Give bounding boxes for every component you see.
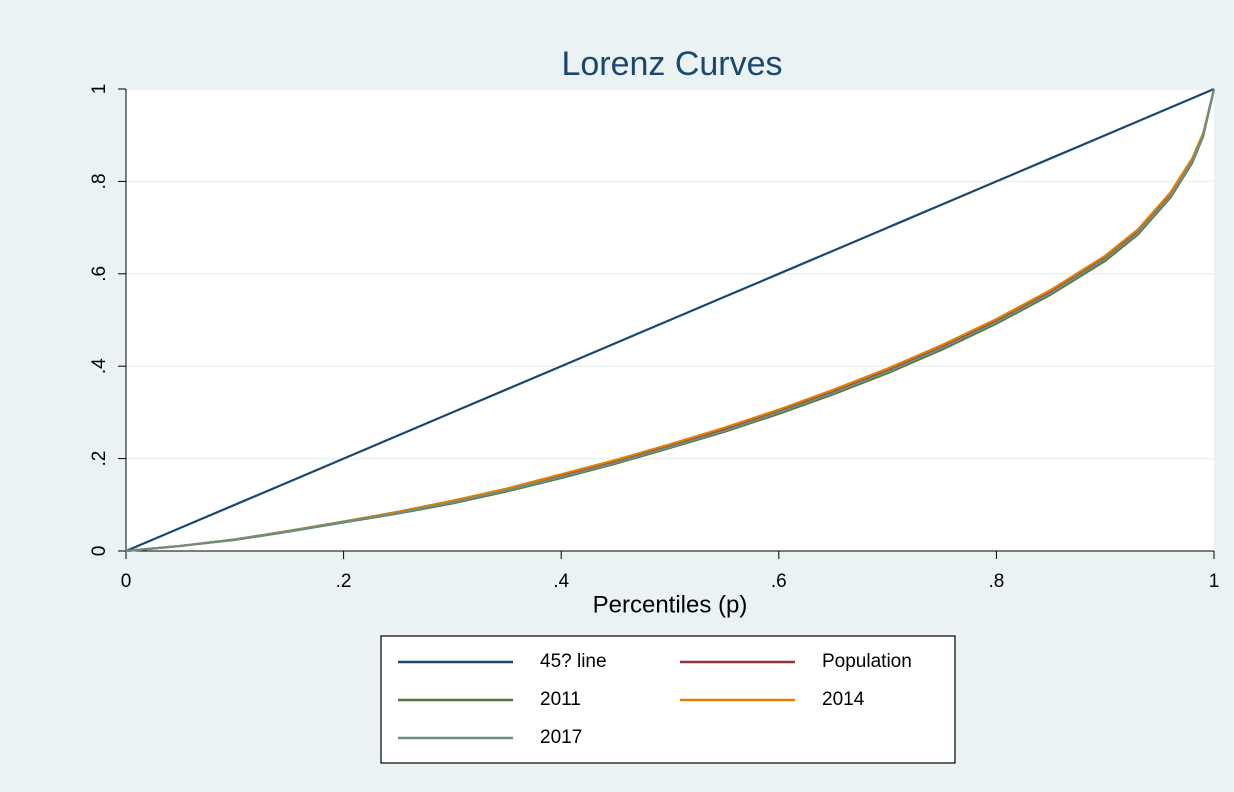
- legend-label: 45? line: [540, 651, 607, 672]
- y-tick-label: .2: [89, 451, 110, 467]
- legend-label: 2014: [822, 689, 865, 710]
- x-axis-title: Percentiles (p): [593, 591, 748, 618]
- x-tick-label: .6: [771, 571, 787, 592]
- y-tick-label: 0: [89, 546, 110, 557]
- series-line: [125, 87, 1215, 553]
- legend-label: 2011: [540, 689, 581, 710]
- x-tick-label: 0: [121, 571, 132, 592]
- series-line: [125, 88, 1216, 553]
- y-tick-label: .6: [89, 266, 110, 282]
- y-tick-label: .4: [89, 358, 110, 374]
- x-tick-label: .8: [988, 571, 1004, 592]
- x-tick-label: 1: [1209, 571, 1220, 592]
- legend-label: Population: [822, 651, 912, 672]
- x-tick-label: .2: [336, 571, 352, 592]
- x-tick-label: .4: [553, 571, 569, 592]
- legend-label: 2017: [540, 727, 582, 748]
- y-tick-label: .8: [89, 173, 110, 189]
- chart-title: Lorenz Curves: [561, 45, 782, 83]
- y-tick-label: 1: [89, 84, 110, 95]
